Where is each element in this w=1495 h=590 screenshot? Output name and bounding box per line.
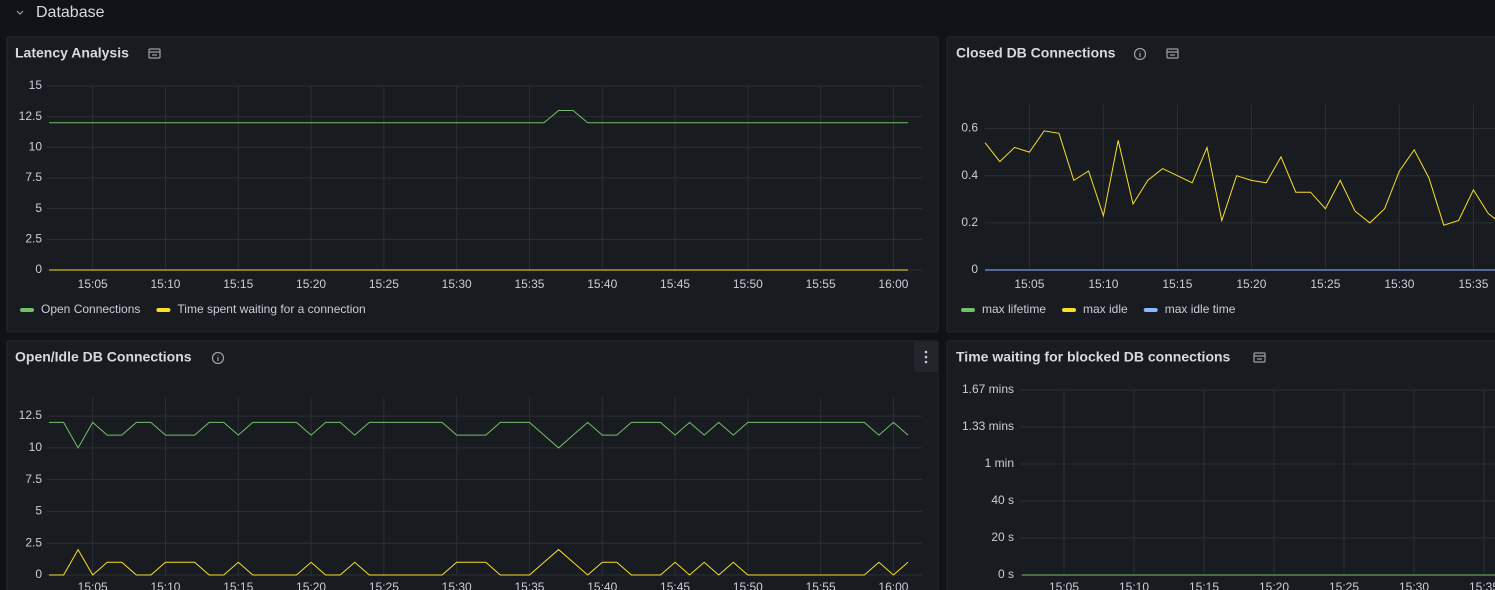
x-tick-label: 15:05	[78, 580, 108, 590]
panel	[946, 36, 1495, 333]
panel-title: Open/Idle DB Connections	[15, 349, 192, 365]
description-icon[interactable]	[1253, 352, 1266, 363]
x-tick-label: 15:35	[1458, 277, 1488, 291]
panel-title: Latency Analysis	[15, 45, 129, 61]
y-tick-label: 1 min	[985, 456, 1014, 470]
x-tick-label: 15:25	[369, 580, 399, 590]
series-line	[49, 110, 908, 124]
x-tick-label: 15:15	[223, 277, 253, 291]
panel-title: Time waiting for blocked DB connections	[956, 349, 1231, 365]
legend-swatch	[156, 308, 171, 312]
y-tick-label: 20 s	[991, 530, 1014, 544]
x-tick-label: 15:10	[1119, 580, 1149, 590]
x-tick-label: 15:25	[1310, 277, 1340, 291]
x-tick-label: 15:45	[660, 580, 690, 590]
x-tick-label: 15:55	[806, 580, 836, 590]
legend-swatch	[1143, 308, 1158, 312]
legend-label: Time spent waiting for a connection	[177, 302, 365, 316]
y-tick-label: 0.4	[961, 168, 978, 182]
panel-title: Closed DB Connections	[956, 45, 1116, 61]
x-tick-label: 15:10	[150, 277, 180, 291]
x-tick-label: 16:00	[878, 580, 908, 590]
y-tick-label: 0	[35, 262, 42, 276]
x-tick-label: 15:45	[660, 277, 690, 291]
y-tick-label: 1.67 mins	[962, 382, 1014, 396]
y-tick-label: 2.5	[25, 232, 42, 246]
panel	[6, 340, 939, 590]
series-line	[49, 548, 909, 576]
x-tick-label: 15:30	[442, 277, 472, 291]
x-tick-label: 15:05	[1014, 277, 1044, 291]
x-tick-label: 15:05	[1049, 580, 1079, 590]
y-tick-label: 12.5	[19, 109, 43, 123]
x-tick-label: 15:30	[1399, 580, 1429, 590]
y-tick-label: 0.6	[961, 121, 978, 135]
x-tick-label: 15:20	[1259, 580, 1289, 590]
y-tick-label: 40 s	[991, 493, 1014, 507]
panel-menu-button[interactable]	[914, 342, 938, 372]
section-title[interactable]: Database	[36, 4, 105, 21]
y-tick-label: 5	[35, 201, 42, 215]
x-tick-label: 15:50	[733, 277, 763, 291]
info-icon[interactable]	[1133, 47, 1147, 61]
x-tick-label: 15:35	[1469, 580, 1495, 590]
y-tick-label: 1.33 mins	[962, 419, 1014, 433]
y-tick-label: 2.5	[25, 535, 42, 549]
x-tick-label: 15:25	[1329, 580, 1359, 590]
y-tick-label: 0.2	[961, 215, 978, 229]
panel	[946, 340, 1495, 590]
x-tick-label: 15:35	[514, 277, 544, 291]
x-tick-label: 16:00	[878, 277, 908, 291]
x-tick-label: 15:30	[1384, 277, 1414, 291]
legend-swatch	[1062, 308, 1077, 312]
x-tick-label: 15:20	[296, 580, 326, 590]
x-tick-label: 15:20	[1236, 277, 1266, 291]
x-tick-label: 15:30	[442, 580, 472, 590]
y-tick-label: 12.5	[19, 408, 43, 422]
y-tick-label: 15	[29, 78, 43, 92]
legend-label: max idle time	[1165, 302, 1236, 316]
x-tick-label: 15:15	[223, 580, 253, 590]
description-icon[interactable]	[1166, 48, 1179, 59]
x-tick-label: 15:25	[369, 277, 399, 291]
legend-swatch	[961, 308, 975, 312]
y-tick-label: 10	[29, 140, 43, 154]
series-line	[49, 421, 909, 449]
x-tick-label: 15:40	[587, 277, 617, 291]
x-tick-label: 15:15	[1162, 277, 1192, 291]
legend-label: max idle	[1083, 302, 1128, 316]
x-tick-label: 15:40	[587, 580, 617, 590]
x-tick-label: 15:35	[514, 580, 544, 590]
x-tick-label: 15:10	[1088, 277, 1118, 291]
x-tick-label: 15:10	[150, 580, 180, 590]
x-tick-label: 15:20	[296, 277, 326, 291]
legend-label: max lifetime	[982, 302, 1046, 316]
y-tick-label: 0 s	[998, 567, 1014, 581]
description-icon[interactable]	[148, 48, 161, 59]
panel	[6, 36, 939, 333]
legend-swatch	[20, 308, 34, 312]
y-tick-label: 7.5	[25, 170, 42, 184]
series-line	[984, 130, 1495, 226]
legend-label: Open Connections	[41, 302, 140, 316]
x-tick-label: 15:50	[733, 580, 763, 590]
collapse-chevron[interactable]	[16, 10, 24, 15]
y-tick-label: 0	[971, 262, 978, 276]
x-tick-label: 15:55	[806, 277, 836, 291]
y-tick-label: 0	[35, 567, 42, 581]
info-icon[interactable]	[211, 351, 225, 365]
y-tick-label: 7.5	[25, 472, 42, 486]
y-tick-label: 10	[29, 440, 43, 454]
y-tick-label: 5	[35, 504, 42, 518]
x-tick-label: 15:15	[1189, 580, 1219, 590]
x-tick-label: 15:05	[78, 277, 108, 291]
